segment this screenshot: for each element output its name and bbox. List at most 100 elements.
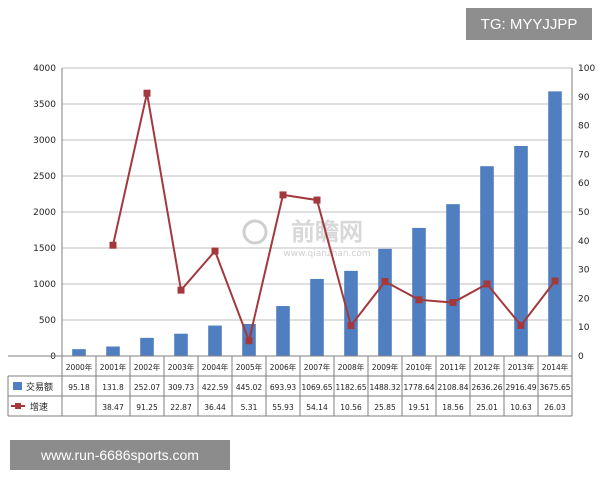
line-value-label: 25.85 <box>374 403 396 412</box>
y-right-tick-label: 70 <box>578 150 590 160</box>
y-right-tick-label: 20 <box>578 294 590 304</box>
legend-line-marker <box>15 403 21 409</box>
bar-value-label: 252.07 <box>134 383 160 392</box>
bar <box>514 146 528 356</box>
line-point <box>551 277 559 285</box>
growth-line <box>112 92 556 345</box>
bar <box>310 278 324 356</box>
line-value-label: 5.31 <box>241 403 258 412</box>
y-right-tick-label: 50 <box>578 208 590 218</box>
bar-value-label: 3675.65 <box>539 383 570 392</box>
legend-bar-swatch <box>13 382 22 390</box>
line-point <box>211 247 219 255</box>
website-url-overlay: www.run-6686sports.com <box>10 440 230 470</box>
y-left-tick-label: 3000 <box>33 136 56 146</box>
watermark-logo-icon <box>242 219 268 245</box>
y-left-tick-label: 2000 <box>33 208 56 218</box>
bar <box>140 337 154 356</box>
line-point <box>483 280 491 288</box>
bar-value-label: 445.02 <box>236 383 262 392</box>
y-left-tick-label: 0 <box>50 352 56 362</box>
line-point <box>245 337 253 345</box>
line-value-label: 26.03 <box>544 403 566 412</box>
line-value-label: 91.25 <box>136 403 158 412</box>
category-label: 2002年 <box>134 362 161 372</box>
bar <box>378 248 392 356</box>
legend-line-label: 增速 <box>30 401 48 413</box>
line-value-label: 10.56 <box>340 403 362 412</box>
y-right-tick-label: 100 <box>578 64 595 74</box>
line-point <box>449 299 457 307</box>
y-left-tick-label: 2500 <box>33 172 56 182</box>
category-label: 2007年 <box>304 362 331 372</box>
y-left-tick-label: 1500 <box>33 244 56 254</box>
category-label: 2006年 <box>270 362 297 372</box>
bar <box>548 91 562 356</box>
y-left-tick-label: 1000 <box>33 280 56 290</box>
line-point <box>347 322 355 330</box>
bar <box>276 306 290 356</box>
bar-value-label: 2916.49 <box>505 383 536 392</box>
bar <box>480 166 494 356</box>
bar-value-label: 131.8 <box>102 383 124 392</box>
category-label: 2011年 <box>440 362 467 372</box>
category-label: 2005年 <box>236 362 263 372</box>
category-label: 2003年 <box>168 362 195 372</box>
category-label: 2014年 <box>542 362 569 372</box>
bar <box>344 270 358 356</box>
website-url-text: www.run-6686sports.com <box>41 447 199 463</box>
y-right-tick-label: 60 <box>578 179 590 189</box>
watermark-text: 前瞻网 <box>291 218 363 246</box>
line-value-label: 10.63 <box>510 403 532 412</box>
bar <box>446 204 460 356</box>
y-right-tick-label: 0 <box>578 352 584 362</box>
line-value-label: 19.51 <box>408 403 430 412</box>
line-point <box>177 286 185 294</box>
y-left-tick-label: 500 <box>39 316 56 326</box>
bar <box>208 325 222 356</box>
bar <box>106 346 120 356</box>
combo-chart: 前瞻网www.qianzhan.com050010001500200025003… <box>7 64 595 417</box>
category-label: 2000年 <box>66 362 93 372</box>
line-point <box>313 196 321 204</box>
bar-value-label: 1182.65 <box>335 383 366 392</box>
watermark-subtext: www.qianzhan.com <box>283 249 370 259</box>
bar <box>174 333 188 356</box>
category-label: 2001年 <box>100 362 127 372</box>
bar-value-label: 1488.32 <box>369 383 400 392</box>
category-label: 2010年 <box>406 362 433 372</box>
y-right-tick-label: 40 <box>578 237 590 247</box>
y-left-tick-label: 3500 <box>33 100 56 110</box>
y-left-tick-label: 4000 <box>33 64 56 74</box>
y-right-tick-label: 30 <box>578 266 590 276</box>
y-right-tick-label: 80 <box>578 122 590 132</box>
telegram-tag-text: TG: MYYJJPP <box>480 15 578 33</box>
line-value-label: 36.44 <box>204 403 226 412</box>
bar-value-label: 1069.65 <box>301 383 332 392</box>
category-label: 2012年 <box>474 362 501 372</box>
line-value-label: 54.14 <box>306 403 328 412</box>
category-label: 2009年 <box>372 362 399 372</box>
line-value-label: 25.01 <box>476 403 498 412</box>
bar-value-label: 2108.84 <box>437 383 468 392</box>
line-point <box>381 278 389 286</box>
bar-value-label: 693.93 <box>270 383 296 392</box>
line-point <box>143 89 151 97</box>
line-point <box>517 321 525 329</box>
category-label: 2004年 <box>202 362 229 372</box>
bar-value-label: 2636.26 <box>471 383 502 392</box>
line-value-label: 38.47 <box>102 403 124 412</box>
line-point <box>109 241 117 249</box>
y-right-tick-label: 10 <box>578 323 590 333</box>
y-right-tick-label: 90 <box>578 93 590 103</box>
bar <box>412 227 426 356</box>
bar-value-label: 422.59 <box>202 383 228 392</box>
legend-bar-label: 交易额 <box>26 381 53 393</box>
line-value-label: 22.87 <box>170 403 192 412</box>
telegram-tag-overlay: TG: MYYJJPP <box>466 8 592 40</box>
bar-value-label: 95.18 <box>68 383 90 392</box>
line-value-label: 18.56 <box>442 403 464 412</box>
category-label: 2013年 <box>508 362 535 372</box>
bar-value-label: 1778.64 <box>403 383 434 392</box>
category-label: 2008年 <box>338 362 365 372</box>
